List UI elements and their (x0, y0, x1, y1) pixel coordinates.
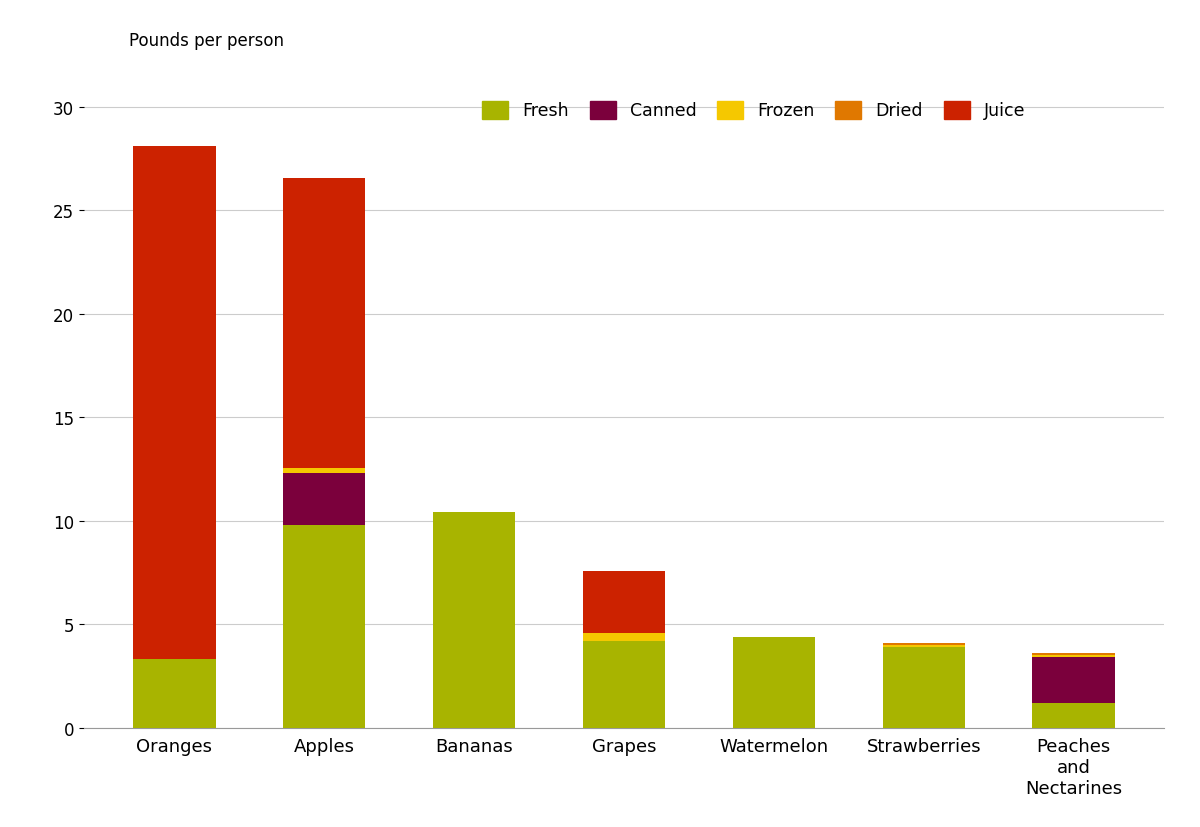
Bar (283, 525, 366, 728)
Bar (433, 513, 515, 728)
Bar (283, 473, 366, 525)
Bar (1032, 657, 1115, 703)
Bar (1032, 703, 1115, 728)
Bar (583, 633, 665, 641)
Text: Source: U.S. Dept. of Agriculture, Economic Research Service,
Loss-adjusted Food: Source: U.S. Dept. of Agriculture, Econo… (16, 65, 512, 97)
Bar (283, 468, 366, 473)
Bar (882, 643, 965, 645)
Bar (133, 660, 216, 728)
Text: Pounds per person: Pounds per person (130, 31, 284, 50)
Bar (283, 179, 366, 468)
Text: Table 2. Most Commonly Consumed Fruits Among U.S. Consumers, 2012.: Table 2. Most Commonly Consumed Fruits A… (16, 24, 671, 39)
Legend: Fresh, Canned, Frozen, Dried, Juice: Fresh, Canned, Frozen, Dried, Juice (475, 94, 1032, 127)
Bar (882, 645, 965, 647)
Bar (583, 571, 665, 633)
Bar (133, 147, 216, 660)
Bar (882, 647, 965, 728)
Bar (1032, 653, 1115, 655)
Bar (1032, 655, 1115, 657)
Bar (583, 641, 665, 728)
Bar (733, 637, 815, 728)
